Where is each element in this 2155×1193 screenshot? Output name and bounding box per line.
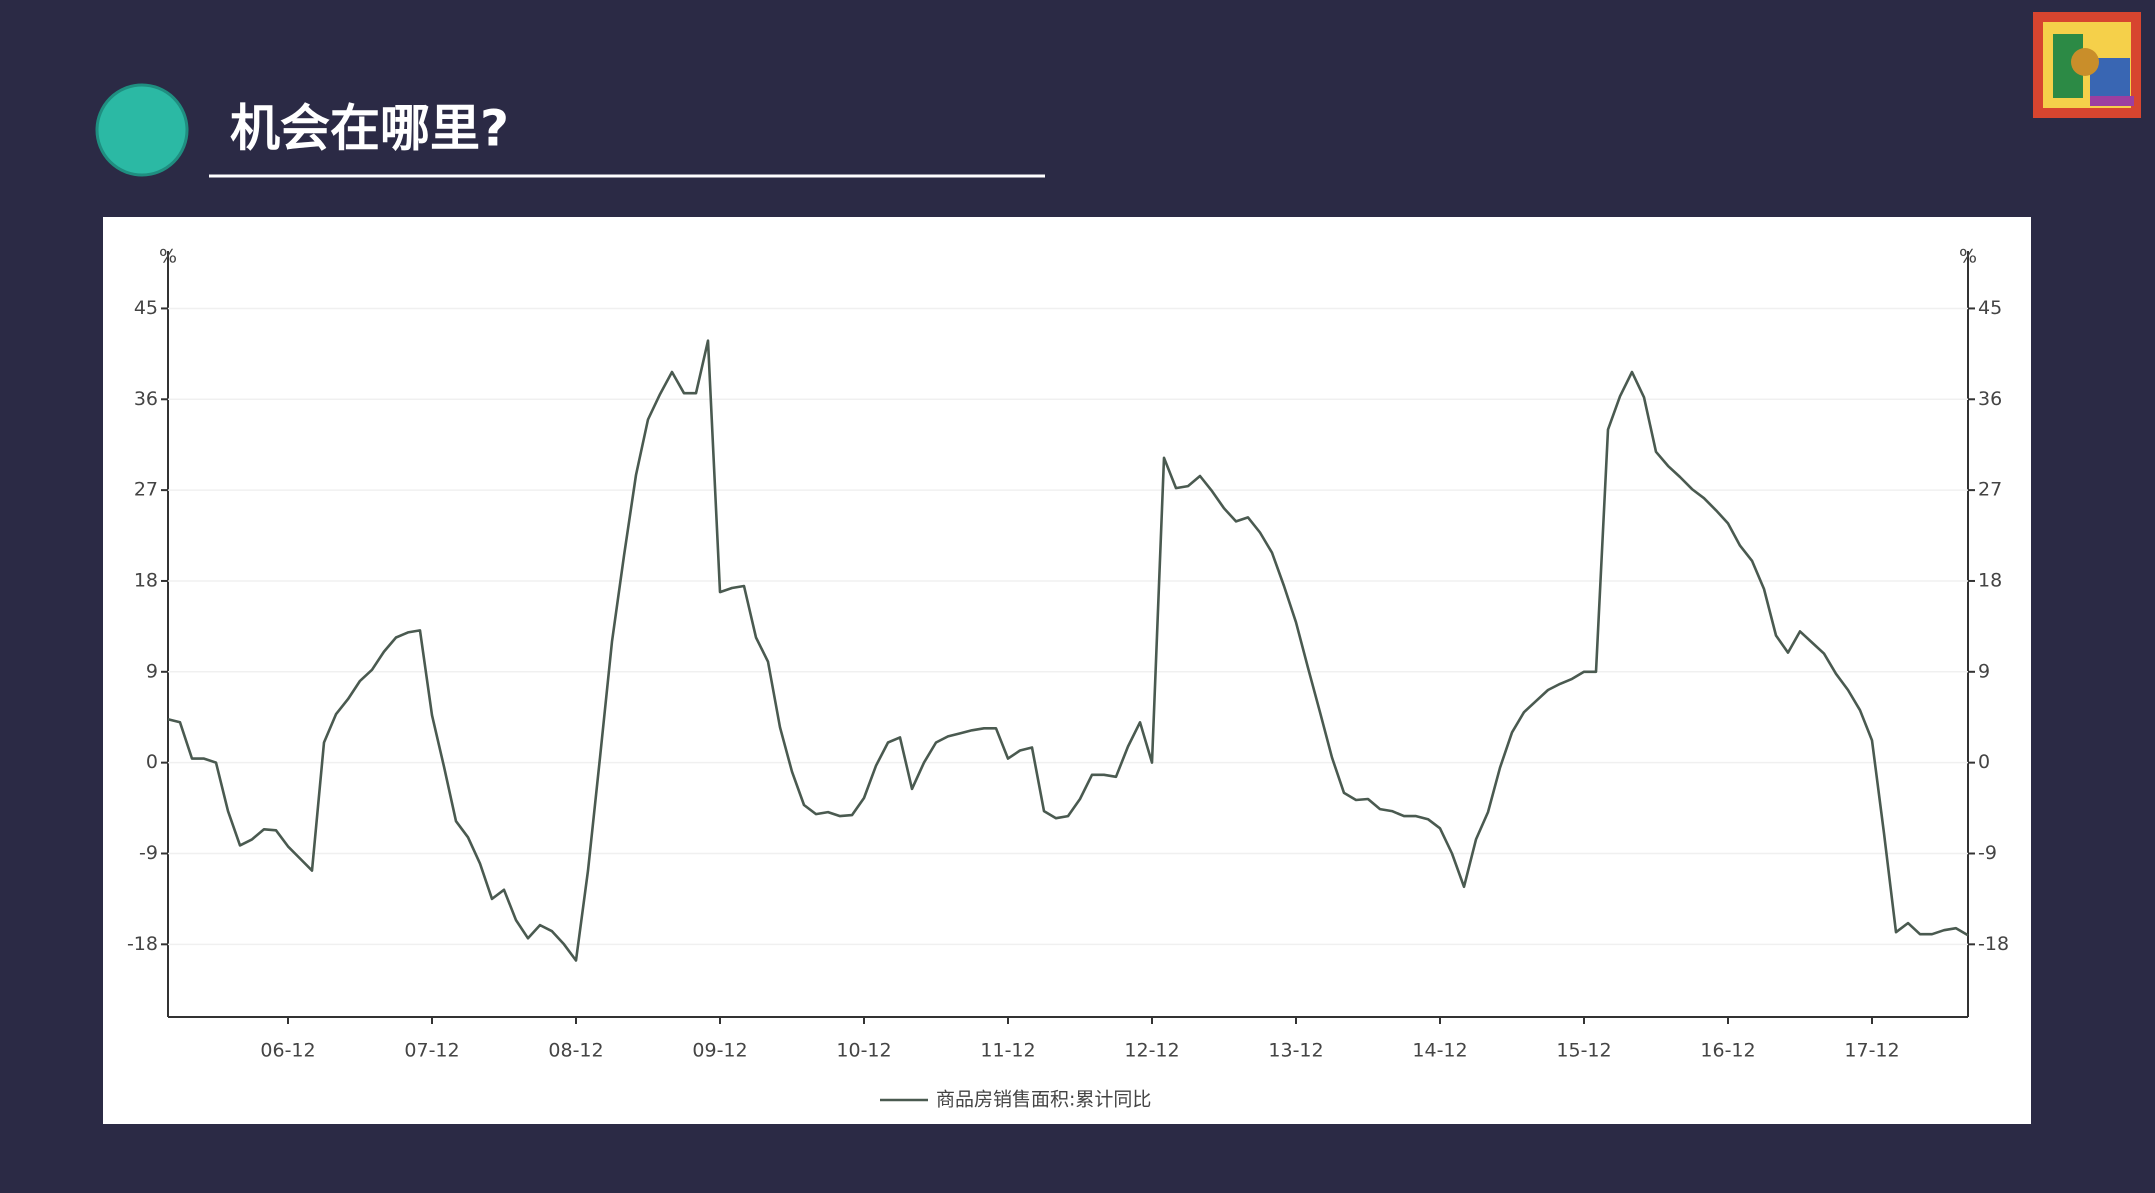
y2-tick-label: 45 — [1978, 297, 2002, 319]
y-tick-label: 45 — [134, 297, 158, 319]
plot: % % -18 -9 0 9 18 27 36 45 -18 -9 0 9 18 27 36 45 06-12 07-… — [127, 246, 2009, 1111]
y-tick-label: -18 — [127, 933, 158, 955]
series-line — [167, 339, 1969, 962]
y2-tick-label: 18 — [1978, 569, 2002, 591]
y2-tick-label: 0 — [1978, 751, 1990, 773]
x-tick-label: 14-12 — [1412, 1040, 1467, 1062]
x-tick-label: 10-12 — [836, 1040, 891, 1062]
watermark: 陆宝投资 — [1780, 1065, 1980, 1123]
x-tick-label: 12-12 — [1124, 1040, 1179, 1062]
x-tick-label: 15-12 — [1556, 1040, 1611, 1062]
x-tick-label: 11-12 — [980, 1040, 1035, 1062]
x-tick-label: 17-12 — [1844, 1040, 1899, 1062]
y2-tick-label: 27 — [1978, 479, 2002, 501]
x-tick-label: 16-12 — [1700, 1040, 1755, 1062]
title-bullet — [95, 83, 189, 177]
x-tick-label: 06-12 — [260, 1040, 315, 1062]
watermark-icon — [1762, 1068, 1846, 1123]
x-tick-label: 07-12 — [404, 1040, 459, 1062]
chart-panel — [103, 217, 2031, 1124]
x-tick-label: 13-12 — [1268, 1040, 1323, 1062]
y-tick-label: -9 — [139, 842, 158, 864]
x-tick-label: 09-12 — [692, 1040, 747, 1062]
y-tick-label: 36 — [134, 388, 158, 410]
x-tick-label: 08-12 — [548, 1040, 603, 1062]
y-tick-label: 27 — [134, 479, 158, 501]
y2-tick-label: 36 — [1978, 388, 2002, 410]
y2-tick-label: 9 — [1978, 660, 1990, 682]
y2-tick-label: -18 — [1978, 933, 2009, 955]
y-tick-label: 9 — [146, 660, 158, 682]
slide-title: 机会在哪里? — [230, 100, 509, 158]
y2-unit: % — [1959, 246, 1977, 268]
legend-label: 商品房销售面积:累计同比 — [936, 1089, 1151, 1111]
logo — [2033, 12, 2141, 118]
y-unit: % — [159, 246, 177, 268]
y-tick-label: 18 — [134, 569, 158, 591]
y2-tick-label: -9 — [1978, 842, 1997, 864]
y-tick-label: 0 — [146, 751, 158, 773]
